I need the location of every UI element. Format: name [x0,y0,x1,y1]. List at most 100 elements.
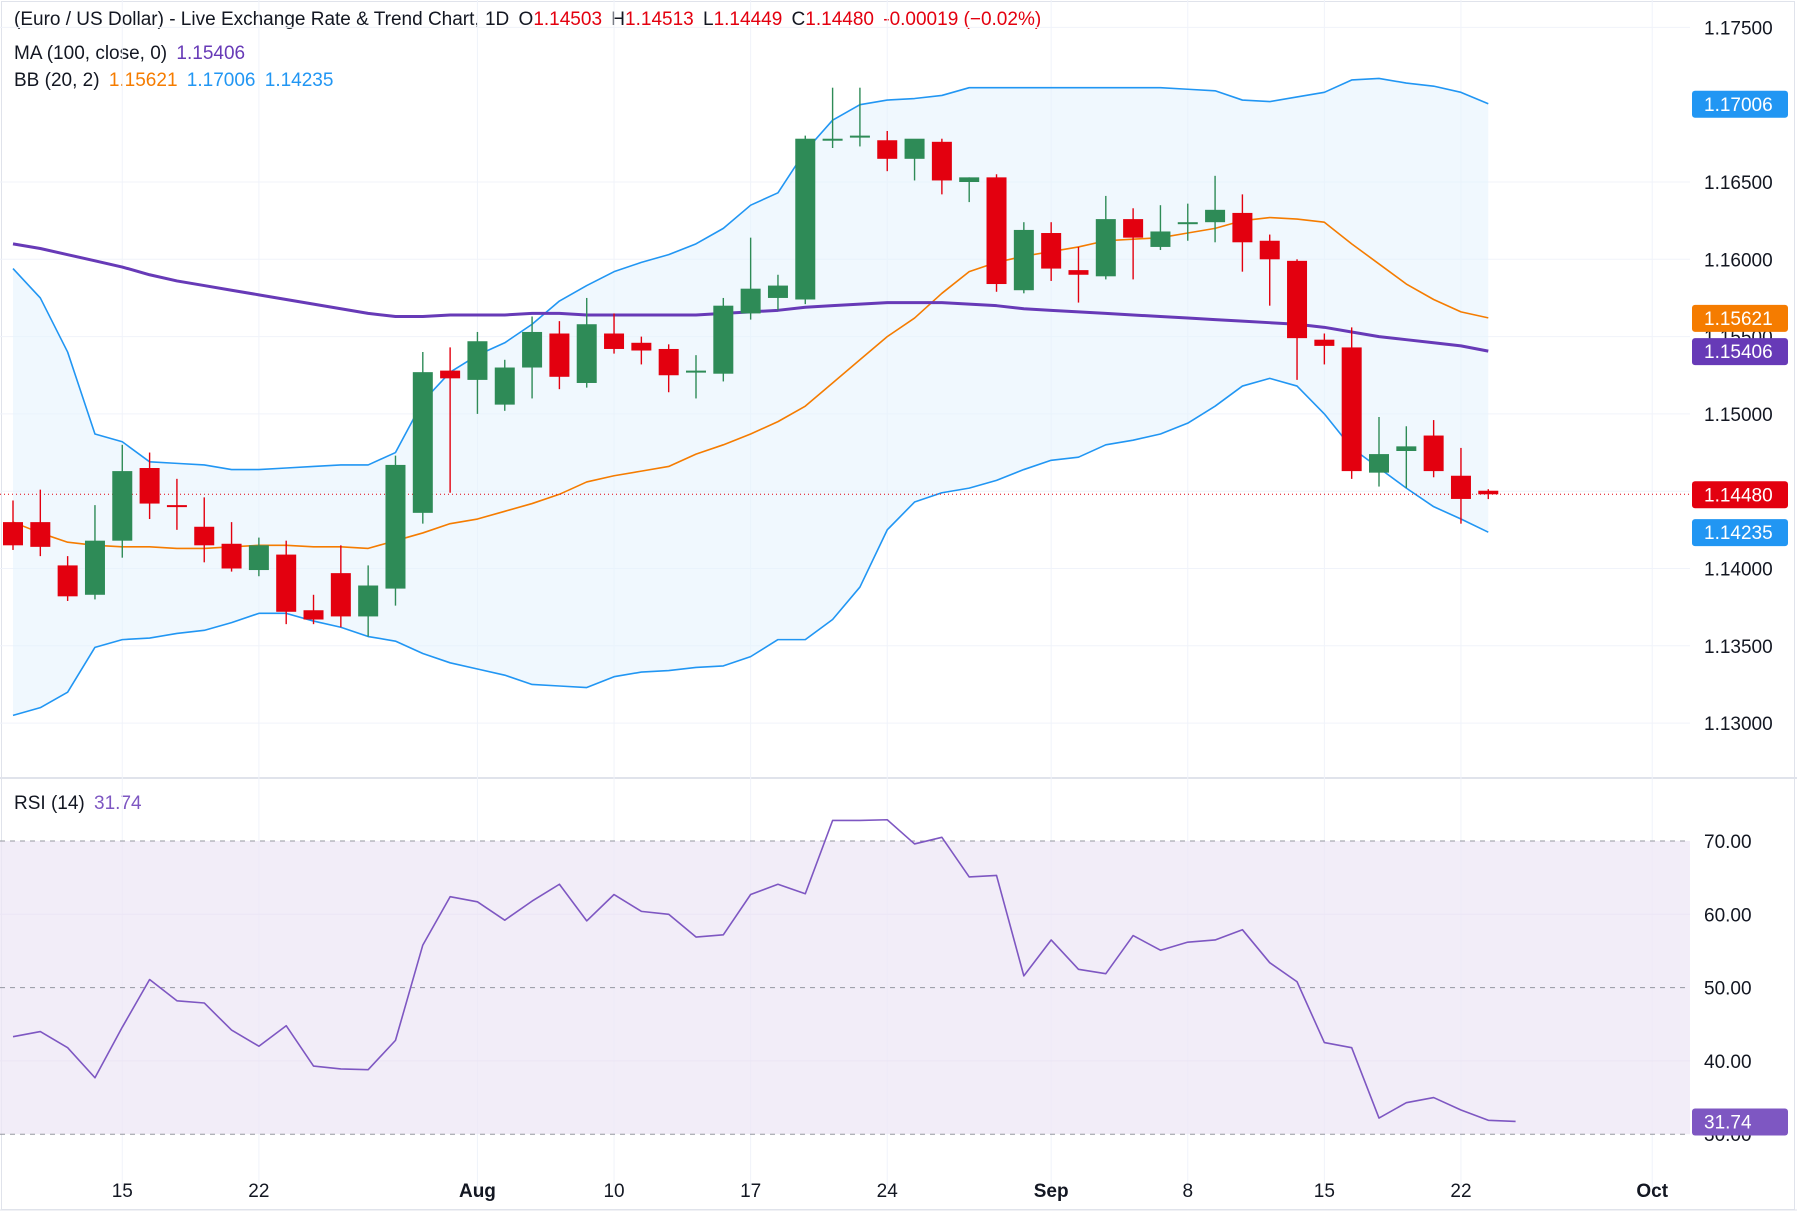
rsi-value-badge [1692,1108,1788,1136]
candle-body [767,285,788,298]
candle-body [904,138,925,159]
candle-body [931,141,952,181]
candle-body [1177,222,1198,225]
bb-label: BB (20, 2) [14,70,100,91]
rsi-label: RSI (14) [14,793,85,814]
bb-upper-badge-text: 1.17006 [1704,95,1773,116]
candle-body [1369,454,1389,473]
rsi-legend: RSI (14) 31.74 [14,790,146,817]
ma-legend: MA (100, close, 0) 1.15406 [14,40,249,67]
candle-body [822,138,843,141]
candle-body [276,554,297,612]
candle-body [330,573,351,617]
candle-body [604,333,625,349]
last-price-badge-text: 1.14480 [1704,485,1773,506]
bb-upper-badge [1692,90,1788,118]
open-value: 1.14503 [533,9,603,30]
candle-body [84,540,105,595]
candle-body [1314,339,1335,346]
candle-body [522,331,543,368]
high-value: 1.14513 [625,9,694,30]
candle-body [412,372,433,513]
rsi-tick-label: 50.00 [1704,979,1752,1000]
time-tick-label: 15 [1314,1181,1335,1202]
candle-body [1396,446,1417,452]
rsi-legend-value: 31.74 [94,793,142,814]
price-tick-label: 1.14000 [1704,560,1773,581]
candle-body [877,140,898,159]
candle-body [1287,260,1308,339]
price-tick-label: 1.17500 [1704,18,1773,39]
candle-body [986,177,1007,285]
candle-body [221,543,242,569]
candle-body [303,610,324,620]
candle-body [248,545,269,571]
candle-body [1259,240,1280,260]
candle-body [1450,475,1471,499]
candle-body [1095,219,1116,277]
time-tick-label: 10 [603,1181,624,1202]
ma-value: 1.15406 [176,43,246,64]
time-tick-label: 17 [740,1181,761,1202]
candle-body [959,177,980,182]
close-value: 1.14480 [805,9,874,30]
candle-body [57,565,78,597]
candle-body [549,333,570,377]
candle-body [3,522,23,546]
time-tick-label: Oct [1636,1181,1668,1202]
candle-body [576,324,597,383]
bb-lower-value: 1.14235 [264,70,334,91]
bb-lower-badge-text: 1.14235 [1704,523,1773,544]
candle-body [1205,209,1226,223]
candle-body [30,522,51,547]
bb-lower-badge [1692,519,1788,547]
candle-body [494,367,515,405]
candle-body [112,471,133,541]
change-value: -0.00019 (−0.02%) [883,9,1042,30]
price-tick-label: 1.16000 [1704,250,1773,271]
rsi-tick-label: 70.00 [1704,832,1752,853]
candles [3,87,1499,637]
bb-basis-badge-text: 1.15621 [1704,309,1773,330]
candle-body [740,288,761,314]
high-label: H [611,9,626,30]
time-tick-label: 8 [1182,1181,1193,1202]
price-tick-label: 1.15000 [1704,405,1773,426]
candle-body [1150,231,1171,247]
candle-body [1123,219,1144,238]
candle-body [795,138,816,300]
rsi-line [12,818,1516,1123]
ma-badge [1692,338,1788,366]
candle-body [166,505,187,508]
bb-basis-badge [1692,304,1788,332]
candle-body [686,370,706,373]
last-price-badge [1692,481,1788,509]
time-tick-label: 15 [112,1181,133,1202]
candle-body [385,464,406,589]
ohlc-legend: (Euro / US Dollar) - Live Exchange Rate … [14,6,1045,33]
candle-body [1013,229,1034,291]
price-tick-label: 1.13500 [1704,637,1773,658]
time-tick-label: 22 [248,1181,269,1202]
candle-body [1341,347,1362,472]
bollinger-band-fill [13,78,1489,716]
bb-legend: BB (20, 2) 1.15621 1.17006 1.14235 [14,67,337,94]
candle-body [194,526,215,546]
candle-body [713,305,734,374]
bb-lower-line [12,377,1489,717]
candle-body [1041,233,1062,269]
bb-upper-line [12,77,1489,471]
candle-body [1478,490,1499,495]
price-tick-label: 1.16500 [1704,173,1773,194]
candle-body [1232,212,1253,243]
chart-title: (Euro / US Dollar) - Live Exchange Rate … [14,9,510,30]
candle-body [849,135,870,138]
candle-body [440,370,461,379]
candle-body [1068,270,1089,275]
open-label: O [518,9,534,30]
ma-badge-text: 1.15406 [1704,342,1773,363]
candle-body [358,585,379,617]
time-tick-label: Sep [1034,1181,1069,1202]
rsi-tick-label: 60.00 [1704,905,1752,926]
